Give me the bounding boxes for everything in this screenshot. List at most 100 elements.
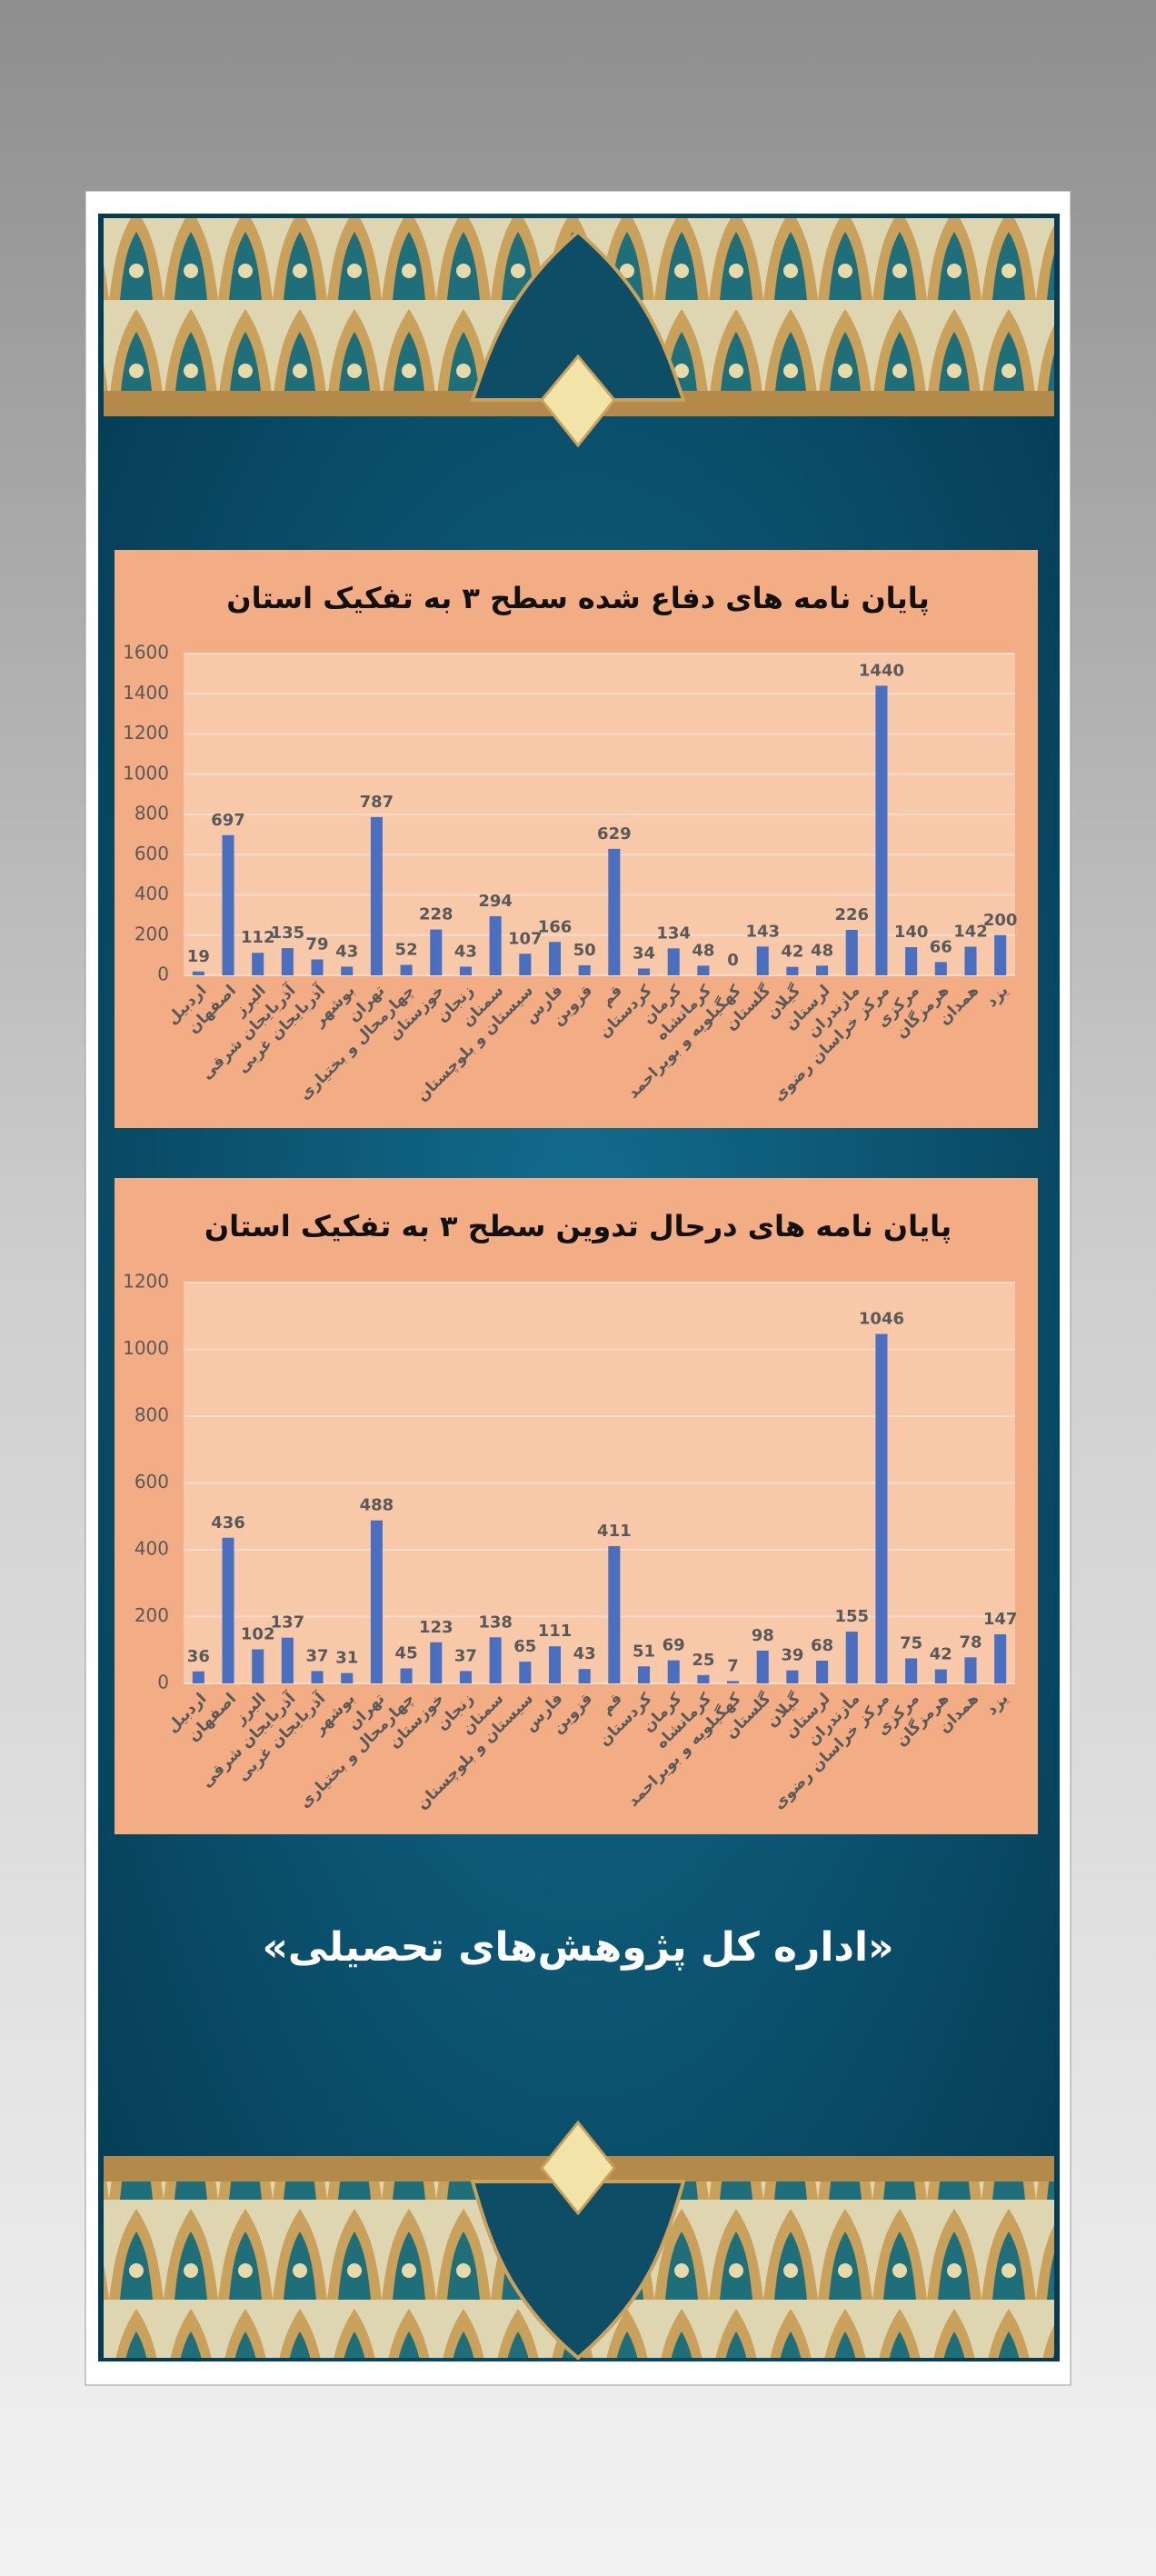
y-tick-label: 800 xyxy=(135,1404,169,1426)
y-tick-label: 600 xyxy=(135,843,169,864)
data-label: 65 xyxy=(513,1637,536,1656)
data-label: 25 xyxy=(692,1651,714,1670)
bar xyxy=(697,1674,710,1683)
bar xyxy=(637,968,651,975)
bar xyxy=(519,1662,532,1683)
bar xyxy=(994,1633,1007,1683)
chart-title: پایان نامه های دفاع شده سطح ۳ به تفکیک ا… xyxy=(226,581,929,615)
bar xyxy=(311,959,324,975)
y-tick-label: 0 xyxy=(157,964,169,985)
data-label: 78 xyxy=(959,1632,982,1652)
bar xyxy=(400,964,413,975)
bar xyxy=(578,1669,591,1683)
bar xyxy=(400,1668,413,1683)
data-label: 31 xyxy=(335,1649,358,1668)
bar xyxy=(459,1671,472,1683)
bar xyxy=(192,971,204,975)
data-label: 39 xyxy=(781,1646,803,1665)
data-label: 294 xyxy=(478,892,513,911)
y-tick-label: 1600 xyxy=(123,642,169,664)
data-label: 411 xyxy=(597,1522,632,1541)
bar xyxy=(548,1646,562,1683)
bar xyxy=(489,1637,502,1683)
data-label: 98 xyxy=(752,1626,774,1645)
bar xyxy=(905,947,918,975)
data-label: 42 xyxy=(781,943,803,962)
data-label: 19 xyxy=(187,947,210,966)
data-label: 142 xyxy=(953,923,988,942)
y-tick-label: 600 xyxy=(135,1471,169,1493)
data-label: 43 xyxy=(335,942,358,961)
bar xyxy=(341,1672,354,1683)
bar xyxy=(519,954,532,975)
data-label: 34 xyxy=(633,944,655,963)
bar xyxy=(341,966,354,975)
data-label: 69 xyxy=(663,1636,685,1655)
y-tick-label: 1000 xyxy=(123,1337,169,1359)
data-label: 112 xyxy=(241,928,275,947)
data-label: 226 xyxy=(834,905,869,924)
bar xyxy=(875,1333,888,1683)
bar xyxy=(489,915,502,975)
bar xyxy=(786,966,799,975)
data-label: 1440 xyxy=(859,661,904,680)
bar xyxy=(994,934,1007,975)
data-label: 138 xyxy=(478,1612,513,1632)
bar xyxy=(727,1681,740,1683)
bar xyxy=(430,1642,443,1683)
bar xyxy=(667,948,680,975)
bar xyxy=(222,1537,234,1683)
data-label: 135 xyxy=(271,924,305,943)
data-label: 488 xyxy=(360,1496,394,1515)
bar xyxy=(252,1649,264,1683)
data-label: 75 xyxy=(900,1633,922,1652)
data-label: 123 xyxy=(419,1618,453,1637)
data-label: 45 xyxy=(395,1643,418,1662)
y-tick-label: 200 xyxy=(135,923,169,944)
data-label: 43 xyxy=(573,1644,596,1663)
data-label: 42 xyxy=(930,1645,952,1664)
data-label: 200 xyxy=(983,911,1018,930)
bar xyxy=(637,1666,651,1683)
bar xyxy=(370,816,383,975)
data-label: 166 xyxy=(538,917,573,936)
data-label: 7 xyxy=(727,1656,739,1675)
data-label: 1046 xyxy=(859,1310,904,1329)
bar xyxy=(964,1657,977,1683)
banner-text: «اداره کل پژوهش‌های تحصیلی» xyxy=(262,1924,893,1971)
bar xyxy=(311,1671,324,1683)
bar xyxy=(222,834,234,975)
bar xyxy=(845,1632,858,1683)
bar xyxy=(548,942,562,975)
bar xyxy=(281,948,294,975)
data-label: 140 xyxy=(894,923,929,942)
bar xyxy=(608,1545,621,1683)
data-label: 143 xyxy=(745,922,780,941)
y-tick-label: 1200 xyxy=(123,1271,169,1293)
data-label: 68 xyxy=(811,1636,833,1655)
data-label: 36 xyxy=(187,1647,210,1666)
bar xyxy=(192,1671,204,1683)
data-label: 137 xyxy=(271,1613,305,1632)
bar xyxy=(430,929,443,975)
data-label: 697 xyxy=(211,811,245,830)
data-label: 43 xyxy=(454,942,477,961)
bar xyxy=(756,1650,769,1683)
bar xyxy=(252,953,264,975)
bar xyxy=(667,1660,680,1683)
bar xyxy=(697,965,710,975)
data-label: 787 xyxy=(360,793,394,812)
y-tick-label: 400 xyxy=(135,883,169,904)
y-tick-label: 200 xyxy=(135,1604,169,1626)
data-label: 79 xyxy=(306,935,329,954)
data-label: 107 xyxy=(508,929,543,948)
bar xyxy=(578,964,591,975)
data-label: 66 xyxy=(930,937,952,956)
bar xyxy=(816,1661,829,1683)
y-tick-label: 400 xyxy=(135,1538,169,1560)
bar xyxy=(934,1669,947,1683)
data-label: 0 xyxy=(727,951,739,970)
y-tick-label: 1400 xyxy=(123,682,169,704)
